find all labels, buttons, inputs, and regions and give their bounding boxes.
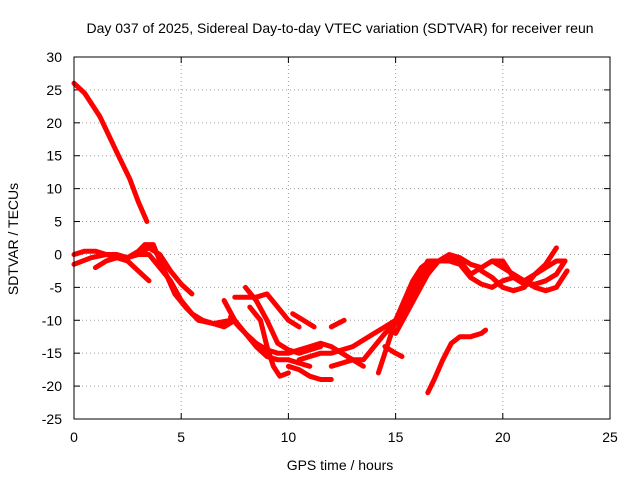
series-group <box>71 80 570 396</box>
series-trace-18 <box>425 327 489 396</box>
x-tick-label: 20 <box>495 429 511 445</box>
x-axis-label: GPS time / hours <box>287 457 394 473</box>
series-trace-10 <box>247 304 291 379</box>
y-tick-label: 15 <box>46 148 62 164</box>
series-trace-11 <box>285 363 334 382</box>
x-tick-label: 5 <box>177 429 185 445</box>
series-trace-5 <box>135 245 195 297</box>
series-trace-4 <box>92 255 152 284</box>
series-trace-17 <box>489 258 568 284</box>
y-tick-label: 25 <box>46 82 62 98</box>
y-tick-label: 30 <box>46 49 62 65</box>
y-tick-label: 20 <box>46 115 62 131</box>
y-tick-label: -15 <box>42 345 62 361</box>
series-trace-19 <box>290 311 317 330</box>
y-tick-label: -5 <box>50 279 63 295</box>
series-trace-21 <box>382 344 405 359</box>
series-trace-9 <box>243 284 324 356</box>
series-trace-20 <box>328 317 347 330</box>
y-axis-label: SDTVAR / TECUs <box>5 183 21 295</box>
y-tick-label: -25 <box>42 411 62 427</box>
series-trace-8 <box>232 291 302 330</box>
chart-title: Day 037 of 2025, Sidereal Day-to-day VTE… <box>86 20 593 36</box>
y-tick-label: -20 <box>42 378 62 394</box>
x-tick-label: 25 <box>602 429 618 445</box>
series-trace-15 <box>393 258 570 336</box>
y-tick-label: 10 <box>46 181 62 197</box>
series-trace-1 <box>71 80 150 224</box>
series-trace-3 <box>71 252 238 330</box>
y-tick-label: 5 <box>54 214 62 230</box>
x-tick-label: 15 <box>388 429 404 445</box>
plot-frame <box>73 56 611 420</box>
x-tick-label: 0 <box>70 429 78 445</box>
x-tick-label: 10 <box>281 429 297 445</box>
y-tick-label: -10 <box>42 312 62 328</box>
y-tick-label: 0 <box>54 246 62 262</box>
series-trace-13 <box>328 252 484 369</box>
